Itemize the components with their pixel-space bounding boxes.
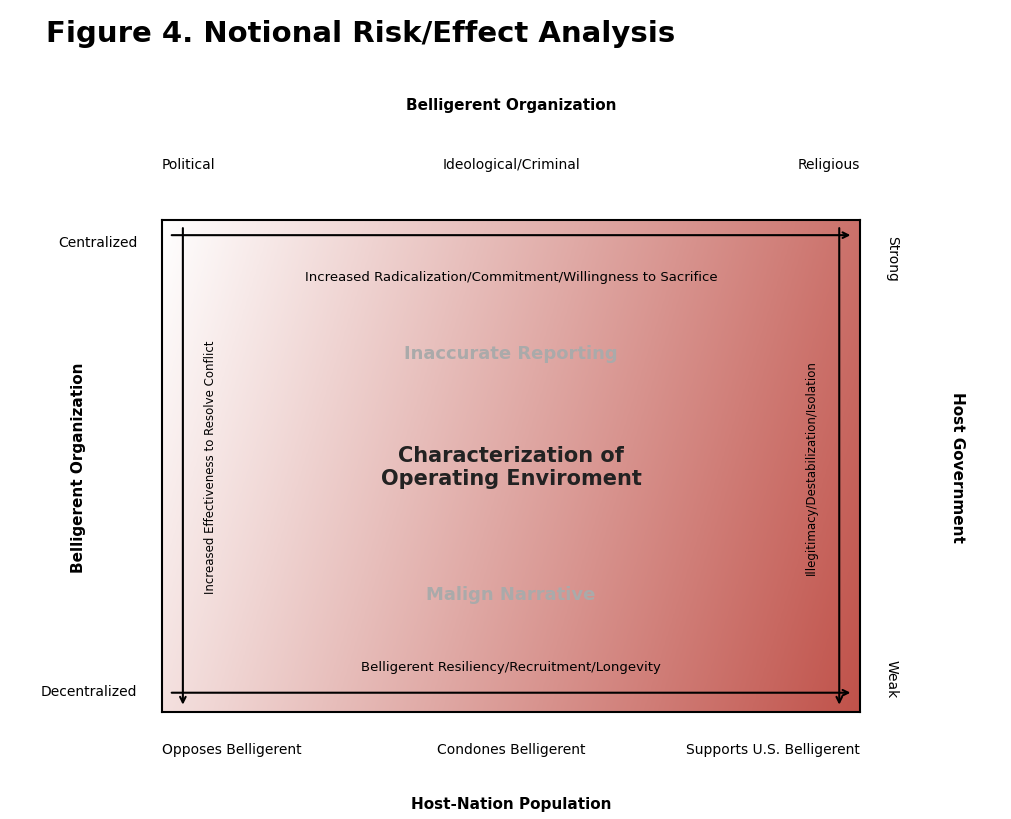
Text: Centralized: Centralized (58, 236, 137, 250)
Text: Belligerent Organization: Belligerent Organization (71, 362, 86, 572)
Text: Ideological/Criminal: Ideological/Criminal (442, 158, 579, 172)
Text: Belligerent Organization: Belligerent Organization (405, 98, 616, 113)
Text: Illegitimacy/Destabilization/Isolation: Illegitimacy/Destabilization/Isolation (805, 360, 818, 574)
Text: Strong: Strong (884, 236, 898, 282)
Text: Religious: Religious (797, 158, 859, 172)
Text: Characterization of
Operating Enviroment: Characterization of Operating Enviroment (380, 446, 641, 488)
Text: Malign Narrative: Malign Narrative (426, 586, 595, 604)
Text: Belligerent Resiliency/Recruitment/Longevity: Belligerent Resiliency/Recruitment/Longe… (361, 660, 660, 673)
Text: Weak: Weak (884, 659, 898, 698)
Text: Increased Effectiveness to Resolve Conflict: Increased Effectiveness to Resolve Confl… (203, 340, 216, 594)
Text: Host Government: Host Government (949, 391, 964, 542)
Text: Inaccurate Reporting: Inaccurate Reporting (403, 345, 618, 363)
Text: Increased Radicalization/Commitment/Willingness to Sacrifice: Increased Radicalization/Commitment/Will… (304, 270, 717, 283)
Text: Condones Belligerent: Condones Belligerent (437, 742, 584, 756)
Text: Supports U.S. Belligerent: Supports U.S. Belligerent (685, 742, 859, 756)
Text: Decentralized: Decentralized (40, 684, 137, 698)
Text: Political: Political (162, 158, 215, 172)
Text: Host-Nation Population: Host-Nation Population (410, 796, 611, 811)
Text: Figure 4. Notional Risk/Effect Analysis: Figure 4. Notional Risk/Effect Analysis (45, 20, 674, 48)
Text: Opposes Belligerent: Opposes Belligerent (162, 742, 301, 756)
